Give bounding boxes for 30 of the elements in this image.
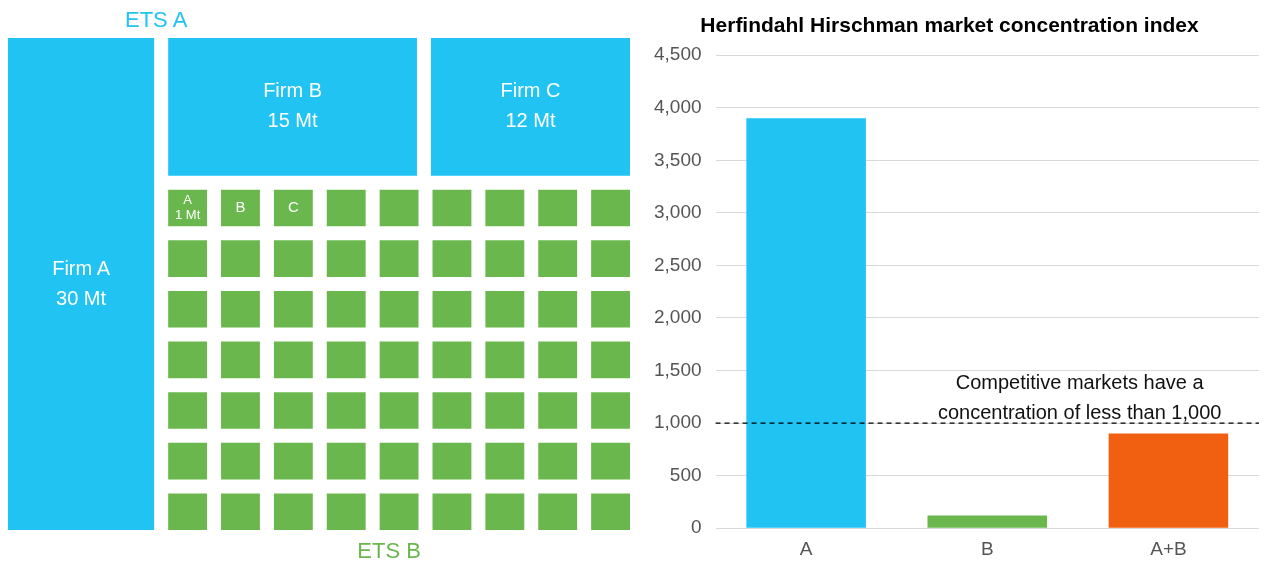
x-tick-label: A (799, 537, 813, 559)
y-tick-label: 4,000 (654, 95, 702, 117)
category-label: A (183, 192, 193, 208)
chart-title: Herfindahl Hirschman market concentration index (700, 13, 1199, 37)
y-tick-label: 0 (690, 516, 702, 538)
data-label: 30 Mt (56, 286, 107, 309)
data-label: 15 Mt (267, 109, 319, 132)
y-tick-label: 3,000 (654, 201, 702, 223)
legend-label: ETS B (357, 538, 421, 564)
category-label: Firm A (52, 256, 111, 279)
category-label: Firm C (500, 79, 561, 102)
bar (927, 515, 1048, 528)
ref-line-label: Competitive markets have a concentration of less than 1,000 (937, 371, 1222, 424)
category-label: B (235, 198, 246, 216)
bar (1108, 433, 1229, 528)
data-label: 12 Mt (505, 109, 556, 132)
y-tick-label: 1,000 (654, 411, 702, 433)
x-tick-label: A+B (1150, 537, 1187, 559)
y-tick-label: 2,500 (654, 253, 702, 275)
y-tick-label: 1,500 (654, 358, 702, 380)
bar (746, 118, 866, 528)
category-label: C (287, 198, 299, 216)
y-tick-label: 500 (669, 463, 702, 485)
category-label: Firm B (263, 79, 323, 102)
x-tick-label: B (980, 537, 994, 559)
data-label: 1 Mt (174, 207, 201, 223)
y-tick-label: 4,500 (654, 43, 702, 65)
y-tick-label: 3,500 (654, 148, 702, 170)
series-label: ETS A (124, 7, 188, 33)
y-tick-label: 2,000 (654, 306, 702, 328)
